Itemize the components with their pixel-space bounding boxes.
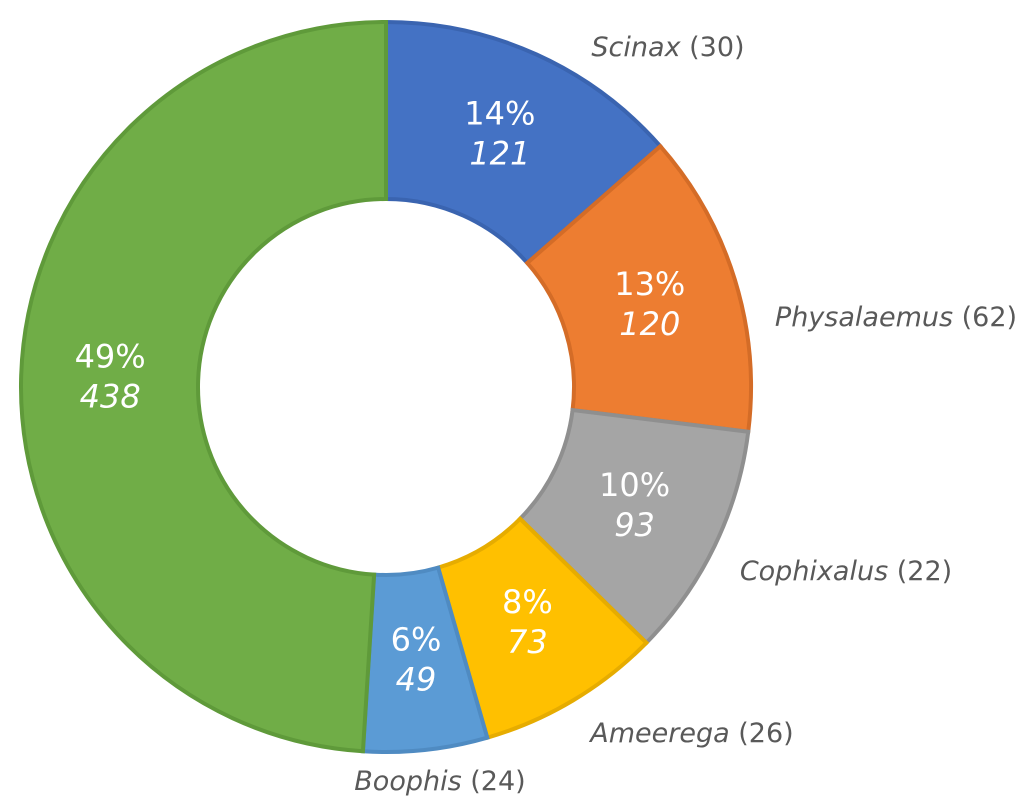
percent-label: 13%: [614, 265, 685, 303]
category-note: (24): [470, 766, 525, 797]
category-label: Boophis (24): [354, 766, 525, 797]
category-note: (30): [689, 32, 744, 63]
category-note: (62): [962, 302, 1016, 333]
value-label: 73: [507, 623, 548, 661]
value-label: 438: [80, 377, 141, 415]
percent-label: 8%: [502, 583, 553, 621]
percent-label: 10%: [599, 466, 670, 504]
percent-label: 6%: [391, 620, 442, 658]
category-note: (22): [897, 556, 952, 587]
donut-segment: [384, 19, 664, 266]
value-label: 121: [469, 135, 530, 173]
category-label: Scinax (30): [591, 32, 744, 63]
percent-label: 14%: [464, 95, 535, 133]
category-name: Boophis: [354, 766, 461, 797]
category-name: Ameerega: [588, 718, 729, 749]
category-name: Physalaemus: [775, 302, 953, 333]
category-name: Cophixalus: [740, 556, 888, 587]
percent-label: 49%: [75, 337, 146, 375]
category-name: Scinax: [591, 32, 681, 63]
value-label: 120: [619, 305, 680, 343]
category-label: Cophixalus (22): [740, 556, 952, 587]
donut-segment: [19, 19, 388, 754]
donut-segment: [524, 143, 753, 435]
category-label: Ameerega (26): [588, 718, 793, 749]
category-note: (26): [738, 718, 793, 749]
value-label: 49: [396, 660, 437, 698]
category-label: Physalaemus (62): [775, 302, 1016, 333]
value-label: 93: [614, 506, 655, 544]
